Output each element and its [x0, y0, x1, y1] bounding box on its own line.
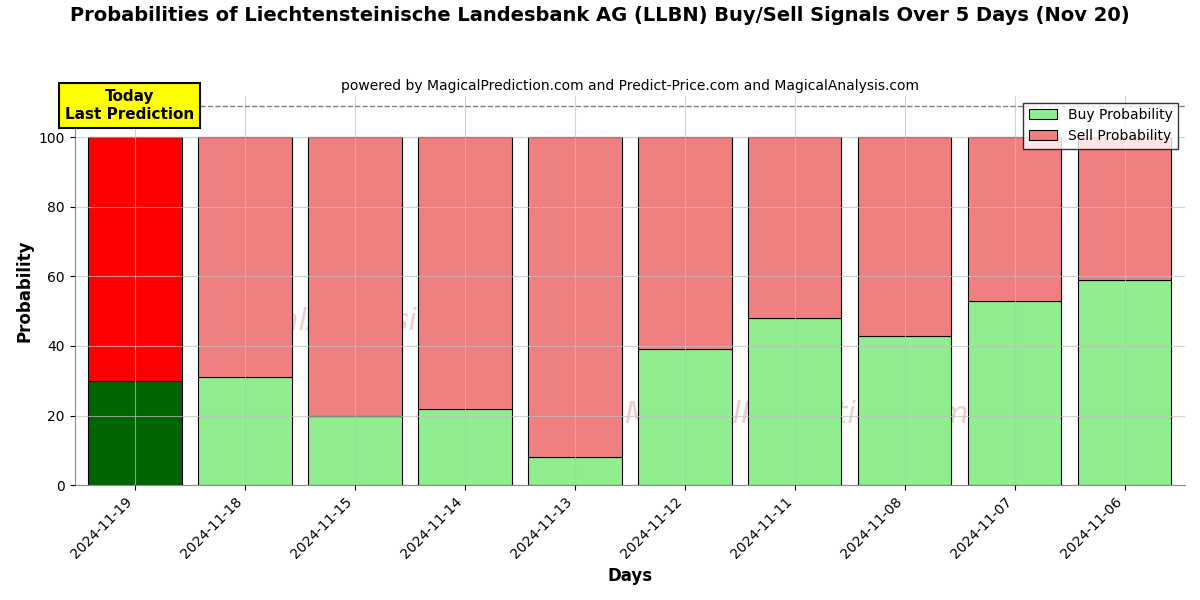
Bar [198, 137, 292, 377]
Text: MagicalPrediction.com: MagicalPrediction.com [624, 400, 968, 430]
Bar [308, 416, 402, 485]
Text: Probabilities of Liechtensteinische Landesbank AG (LLBN) Buy/Sell Signals Over 5: Probabilities of Liechtensteinische Land… [70, 6, 1130, 25]
Bar [419, 409, 511, 485]
Text: Today
Last Prediction: Today Last Prediction [65, 89, 194, 122]
Bar [748, 137, 841, 318]
Bar [198, 377, 292, 485]
Bar [419, 137, 511, 409]
Bar [638, 137, 732, 349]
Bar [528, 457, 622, 485]
Bar [638, 349, 732, 485]
Bar [1078, 137, 1171, 280]
Legend: Buy Probability, Sell Probability: Buy Probability, Sell Probability [1024, 103, 1178, 149]
Y-axis label: Probability: Probability [16, 239, 34, 341]
Text: calAnalysis.com: calAnalysis.com [263, 307, 508, 336]
Bar [528, 137, 622, 457]
X-axis label: Days: Days [607, 567, 653, 585]
Bar [748, 318, 841, 485]
Title: powered by MagicalPrediction.com and Predict-Price.com and MagicalAnalysis.com: powered by MagicalPrediction.com and Pre… [341, 79, 919, 93]
Bar [308, 137, 402, 416]
Bar [858, 137, 952, 335]
Bar [858, 335, 952, 485]
Bar [89, 137, 182, 381]
Bar [968, 301, 1061, 485]
Bar [968, 137, 1061, 301]
Bar [1078, 280, 1171, 485]
Bar [89, 381, 182, 485]
